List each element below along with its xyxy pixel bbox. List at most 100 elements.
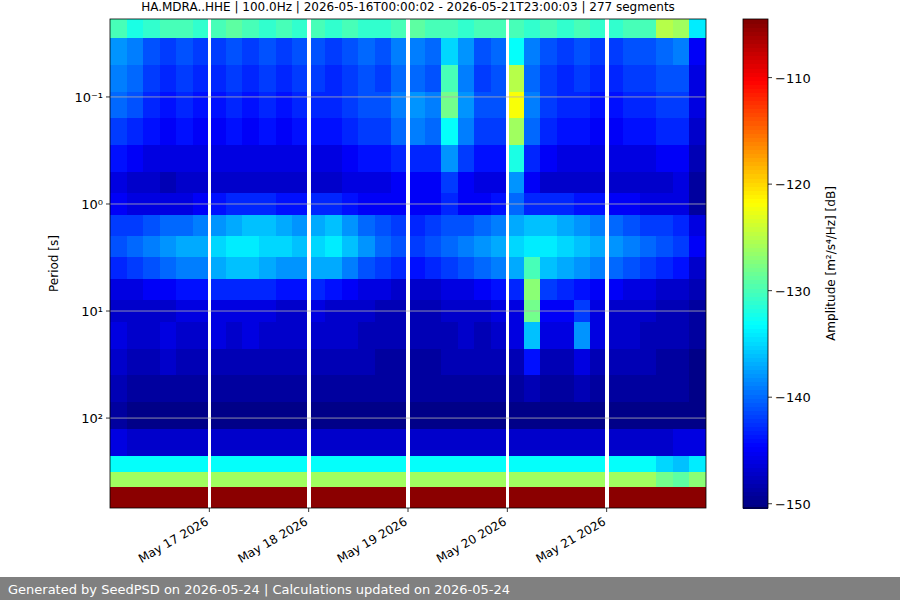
- colorbar-strip: [743, 259, 768, 264]
- cell: [425, 487, 442, 508]
- cell: [689, 402, 706, 429]
- cell: [590, 429, 605, 456]
- cell: [656, 472, 673, 488]
- cell: [276, 118, 293, 145]
- cell: [342, 487, 359, 508]
- colorbar-strip: [743, 475, 768, 480]
- cell: [425, 65, 442, 92]
- cell: [574, 19, 591, 38]
- cell: [540, 487, 557, 508]
- cell: [342, 118, 359, 145]
- cell: [127, 375, 144, 402]
- y-tick-label: 10²: [81, 411, 103, 426]
- cell: [474, 172, 491, 194]
- cell: [226, 92, 243, 119]
- cell: [410, 349, 425, 376]
- cell: [623, 375, 640, 402]
- cell: [673, 19, 690, 38]
- cell: [193, 349, 208, 376]
- cell: [590, 118, 605, 145]
- cell: [574, 257, 591, 279]
- cell: [259, 472, 276, 488]
- cell: [226, 375, 243, 402]
- cell: [127, 19, 144, 38]
- cell: [491, 472, 506, 488]
- cell: [143, 487, 160, 508]
- cell: [623, 65, 640, 92]
- cell: [609, 38, 624, 65]
- y-tick: [106, 96, 110, 97]
- cell: [425, 19, 442, 38]
- cell: [458, 429, 475, 456]
- cell: [342, 38, 359, 65]
- colorbar-strip: [743, 239, 768, 244]
- cell: [342, 402, 359, 429]
- footer-bar: [0, 577, 900, 600]
- colorbar-strip: [743, 39, 768, 44]
- cell: [623, 456, 640, 472]
- cell: [259, 145, 276, 172]
- colorbar-strip: [743, 471, 768, 476]
- cell: [143, 19, 160, 38]
- cell: [226, 19, 243, 38]
- colorbar-strip: [743, 402, 768, 407]
- colorbar-strip: [743, 276, 768, 281]
- colorbar-strip: [743, 247, 768, 252]
- colorbar-strip: [743, 459, 768, 464]
- cell: [242, 349, 259, 376]
- cell: [491, 375, 506, 402]
- colorbar-strip: [743, 410, 768, 415]
- cell: [689, 172, 706, 194]
- cell: [458, 65, 475, 92]
- cell: [458, 92, 475, 119]
- cell: [311, 215, 326, 237]
- cell: [609, 65, 624, 92]
- cell: [176, 349, 193, 376]
- cell: [574, 456, 591, 472]
- cell: [211, 236, 226, 258]
- cell: [441, 322, 458, 349]
- cell: [358, 257, 375, 279]
- cell: [242, 456, 259, 472]
- cell: [574, 322, 591, 349]
- cell: [509, 118, 524, 145]
- colorbar-strip: [743, 133, 768, 138]
- cell: [458, 257, 475, 279]
- cell: [311, 236, 326, 258]
- cell: [540, 279, 557, 301]
- cell: [557, 65, 574, 92]
- cell: [491, 349, 506, 376]
- cell: [292, 375, 307, 402]
- cell: [557, 279, 574, 301]
- cell: [375, 257, 392, 279]
- cell: [590, 215, 605, 237]
- cell: [110, 236, 127, 258]
- colorbar-strip: [743, 280, 768, 285]
- cell: [127, 456, 144, 472]
- colorbar-tick-label: −120: [775, 177, 811, 192]
- cell: [276, 172, 293, 194]
- cell: [292, 349, 307, 376]
- colorbar-strip: [743, 361, 768, 366]
- cell: [458, 19, 475, 38]
- colorbar-strip: [743, 190, 768, 195]
- cell: [391, 19, 406, 38]
- cell: [375, 456, 392, 472]
- cell: [474, 19, 491, 38]
- cell: [524, 19, 541, 38]
- cell: [375, 402, 392, 429]
- cell: [673, 402, 690, 429]
- cell: [110, 456, 127, 472]
- cell: [242, 92, 259, 119]
- cell: [127, 402, 144, 429]
- colorbar-tick-label: −140: [775, 390, 811, 405]
- cell: [640, 257, 657, 279]
- cell: [609, 19, 624, 38]
- cell: [127, 429, 144, 456]
- cell: [127, 257, 144, 279]
- cell: [425, 375, 442, 402]
- cell: [375, 322, 392, 349]
- cell: [226, 257, 243, 279]
- x-tick: [507, 508, 508, 512]
- cell: [557, 472, 574, 488]
